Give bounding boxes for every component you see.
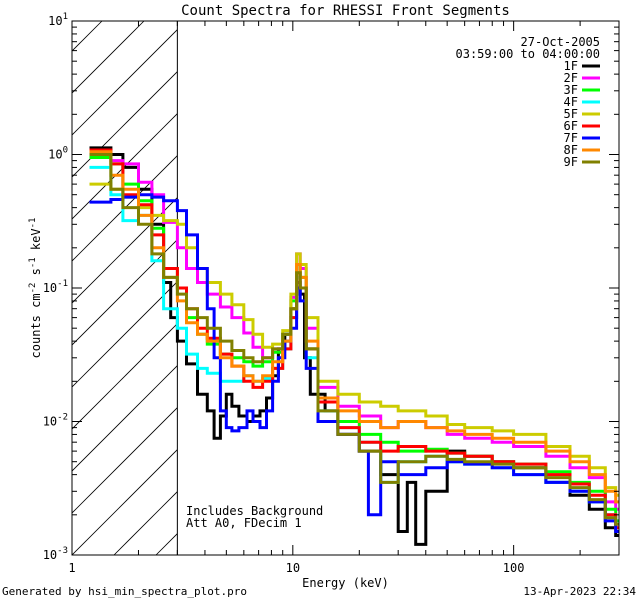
- hatch-line: [72, 449, 178, 555]
- series-6F-line: [89, 148, 619, 530]
- time-range-label: 03:59:00 to 04:00:00: [456, 47, 601, 61]
- annotation-attenuator: Att A0, FDecim 1: [186, 516, 302, 530]
- series-5F-line: [89, 182, 619, 497]
- y-axis-label: counts cm-2 s-1 keV-1: [28, 218, 43, 359]
- x-tick-labels: 1 10 100: [68, 561, 524, 575]
- x-tick-label: 1: [68, 561, 75, 575]
- y-label-exp-2: -1: [28, 257, 38, 268]
- annotation-background: Includes Background: [186, 504, 323, 518]
- hatch-line: [72, 113, 178, 220]
- legend-label-7F: 7F: [564, 131, 578, 145]
- series-2F-line: [89, 156, 619, 511]
- y-tick-label: 10-2: [43, 413, 68, 429]
- legend-label-4F: 4F: [564, 95, 578, 109]
- y-tick-base: 10: [43, 281, 57, 295]
- y-label-s: s: [29, 268, 43, 282]
- x-tick-label: 100: [503, 561, 525, 575]
- hatch-line: [72, 365, 178, 472]
- y-tick-base: 10: [48, 14, 62, 28]
- y-label-counts: counts cm: [29, 293, 43, 358]
- date-label: 27-Oct-2005: [521, 35, 600, 49]
- hatch-line: [72, 239, 178, 346]
- hatch-line: [72, 197, 178, 304]
- legend-label-9F: 9F: [564, 155, 578, 169]
- axis-ticks: [71, 21, 620, 556]
- y-label-kev: keV: [29, 228, 43, 257]
- y-tick-label: 10-1: [43, 279, 68, 295]
- series-layer: [89, 146, 619, 546]
- hatch-line: [618, 21, 640, 555]
- hatch-line: [72, 407, 178, 514]
- y-tick-base: 10: [43, 548, 57, 562]
- x-tick-label: 10: [286, 561, 300, 575]
- series-9F-line: [89, 153, 619, 526]
- hatch-line: [72, 71, 178, 178]
- y-label-exp-3: -1: [28, 218, 38, 229]
- series-8F-line: [89, 150, 619, 504]
- y-tick-exp: 1: [63, 12, 68, 22]
- y-tick-label: 100: [48, 146, 68, 162]
- legend-label-8F: 8F: [564, 143, 578, 157]
- y-label-exp-1: -2: [28, 283, 38, 294]
- timestamp-label: 13-Apr-2023 22:34: [523, 585, 636, 598]
- y-tick-base: 10: [48, 148, 62, 162]
- legend-label-5F: 5F: [564, 107, 578, 121]
- y-tick-exp: -2: [57, 413, 68, 423]
- y-tick-label: 10-3: [43, 546, 68, 562]
- legend-label-6F: 6F: [564, 119, 578, 133]
- x-axis-label: Energy (keV): [302, 576, 389, 590]
- legend-label-3F: 3F: [564, 83, 578, 97]
- y-tick-exp: -1: [57, 279, 68, 289]
- series-1F-line: [89, 146, 619, 546]
- chart-title: Count Spectra for RHESSI Front Segments: [181, 3, 510, 19]
- y-tick-base: 10: [43, 415, 57, 429]
- y-tick-exp: 0: [63, 146, 68, 156]
- y-tick-exp: -3: [57, 546, 68, 556]
- legend-label-2F: 2F: [564, 71, 578, 85]
- series-7F-line: [89, 193, 619, 533]
- hatch-line: [72, 29, 178, 136]
- y-tick-label: 101: [48, 12, 68, 28]
- generated-by-label: Generated by hsi_min_spectra_plot.pro: [2, 585, 248, 598]
- legend-label-1F: 1F: [564, 59, 578, 73]
